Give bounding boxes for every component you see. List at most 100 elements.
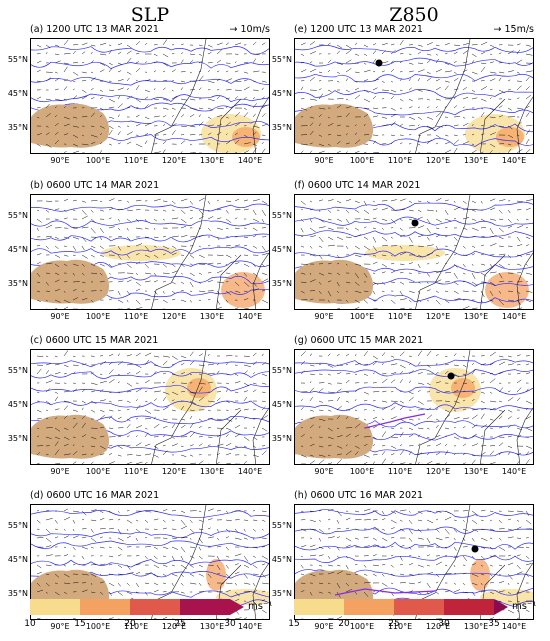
wind-vector — [453, 519, 457, 521]
pressure-contour — [31, 370, 269, 379]
wind-vector — [136, 152, 137, 153]
wind-vector — [72, 143, 79, 147]
wind-vector — [100, 463, 101, 464]
wind-vector — [525, 253, 531, 256]
wind-vector — [327, 143, 331, 146]
wind-vector — [198, 53, 203, 56]
wind-vector — [336, 44, 343, 49]
wind-vector — [525, 105, 530, 109]
wind-vector — [462, 426, 466, 429]
wind-vector — [135, 41, 141, 46]
wind-vector — [207, 427, 211, 429]
wind-vector — [198, 87, 202, 91]
longitude-tick-label: 100°E — [85, 622, 111, 631]
wind-vector — [36, 80, 42, 83]
wind-vector — [525, 427, 533, 432]
wind-vector — [189, 236, 196, 238]
wind-vector — [180, 355, 187, 359]
wind-vector — [471, 53, 477, 57]
wind-vector — [462, 280, 466, 283]
wind-vector — [336, 405, 342, 411]
wind-vector — [72, 364, 79, 366]
wind-vector — [216, 281, 224, 283]
wind-vector — [135, 388, 142, 393]
wind-vector — [261, 218, 265, 223]
latitude-tick-label: 45°N — [271, 555, 292, 564]
wind-vector — [372, 87, 378, 91]
wind-vector — [300, 245, 305, 248]
wind-vector — [327, 591, 332, 594]
wind-vector — [72, 564, 76, 566]
wind-vector — [489, 150, 493, 153]
wind-vector — [408, 380, 412, 384]
wind-vector — [417, 519, 423, 522]
wind-vector — [135, 555, 140, 557]
wind-vector — [36, 536, 44, 539]
wind-vector — [354, 94, 361, 100]
wind-vector — [81, 236, 87, 242]
wind-vector — [252, 97, 256, 100]
wind-vector — [234, 70, 239, 73]
wind-vector — [135, 299, 141, 305]
wind-vector — [444, 226, 448, 229]
wind-vector — [64, 463, 65, 464]
wind-vector — [381, 362, 384, 366]
wind-vector — [189, 125, 196, 128]
wind-vector — [225, 97, 230, 100]
wind-vector — [525, 86, 530, 91]
wind-vector — [516, 510, 524, 513]
wind-vector — [117, 435, 122, 438]
map-svg — [295, 195, 533, 309]
wind-vector — [81, 528, 87, 530]
wind-vector — [198, 272, 203, 275]
wind-vector — [489, 546, 493, 550]
wind-vector — [144, 546, 151, 548]
wind-vector — [36, 617, 41, 619]
wind-vector — [54, 263, 60, 268]
wind-vector — [480, 381, 485, 384]
wind-vector — [489, 564, 493, 567]
wind-vector — [417, 555, 421, 558]
wind-vector — [108, 518, 114, 521]
wind-vector — [162, 555, 166, 557]
wind-vector — [225, 254, 232, 258]
wind-vector — [327, 272, 332, 275]
wind-vector — [345, 555, 348, 559]
wind-vector — [453, 453, 456, 456]
wind-vector — [261, 96, 265, 100]
wind-vector — [390, 554, 394, 557]
colorbar-segment — [444, 599, 494, 615]
wind-vector — [225, 363, 229, 366]
wind-vector — [516, 397, 521, 402]
wind-vector — [462, 510, 469, 512]
wind-vector — [417, 254, 423, 258]
wind-vector — [45, 510, 50, 512]
wind-vector — [318, 418, 326, 421]
wind-vector — [498, 451, 502, 456]
wind-vector — [144, 555, 148, 560]
wind-vector — [216, 59, 222, 64]
map-area — [30, 349, 270, 465]
wind-vector — [144, 42, 148, 46]
wind-vector — [336, 80, 340, 83]
wind-vector — [162, 253, 166, 256]
wind-vector — [435, 271, 442, 274]
wind-vector — [90, 372, 94, 375]
wind-vector — [234, 42, 242, 46]
wind-vector — [426, 106, 430, 109]
wind-vector — [435, 391, 440, 393]
wind-vector — [327, 391, 335, 393]
wind-vector — [516, 290, 521, 294]
pressure-contour — [31, 384, 269, 394]
wind-vector — [243, 281, 250, 287]
wind-vector — [54, 71, 58, 74]
wind-vector — [135, 261, 141, 265]
wind-vector — [480, 373, 486, 375]
wind-vector — [81, 115, 88, 118]
wind-vector — [462, 528, 469, 532]
wind-vector — [399, 78, 403, 82]
wind-vector — [399, 61, 402, 64]
wind-vector — [453, 51, 458, 55]
wind-vector — [435, 79, 440, 82]
latitude-tick-label: 35°N — [7, 434, 28, 443]
